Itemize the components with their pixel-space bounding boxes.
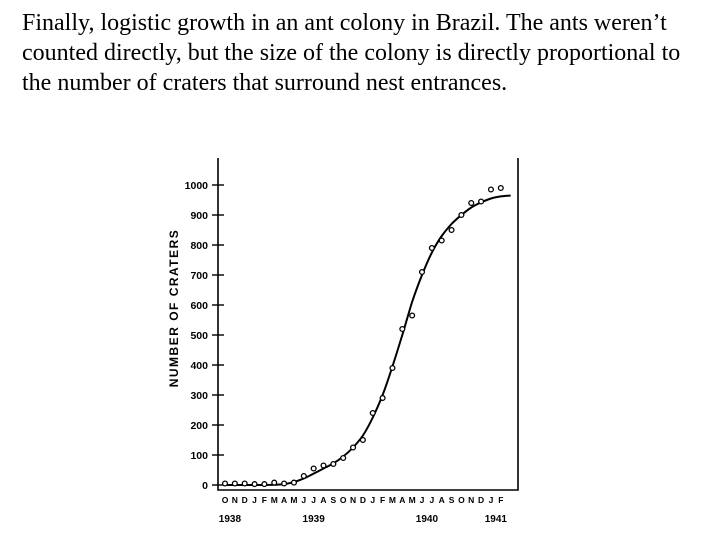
data-point xyxy=(320,462,327,469)
year-label: 1939 xyxy=(303,514,326,525)
data-point xyxy=(261,481,268,488)
data-point xyxy=(379,394,386,402)
month-tick-label: N xyxy=(232,495,238,505)
y-tick-label: 900 xyxy=(190,210,208,222)
y-tick-label: 0 xyxy=(202,480,208,492)
logistic-fit-line xyxy=(225,194,511,487)
data-point xyxy=(448,226,455,234)
data-point xyxy=(330,460,337,468)
month-tick-label: D xyxy=(360,495,366,505)
year-label: 1938 xyxy=(219,514,242,525)
data-point xyxy=(349,444,357,451)
data-point xyxy=(340,454,347,462)
data-point xyxy=(399,325,406,333)
month-tick-label: J xyxy=(252,495,257,505)
y-tick-label: 200 xyxy=(190,420,208,432)
y-axis-title: NUMBER OF CRATERS xyxy=(167,229,181,388)
data-point xyxy=(389,364,396,372)
month-tick-label: N xyxy=(468,495,474,505)
y-tick-label: 500 xyxy=(190,330,208,342)
y-tick-label: 1000 xyxy=(185,180,209,192)
month-tick-label: A xyxy=(281,495,287,505)
data-point xyxy=(487,186,495,193)
data-point xyxy=(290,479,298,486)
month-tick-label: D xyxy=(242,495,248,505)
y-tick-label: 400 xyxy=(190,360,208,372)
data-point xyxy=(251,481,258,488)
data-point xyxy=(300,472,307,480)
month-tick-label: A xyxy=(439,495,445,505)
month-tick-label: J xyxy=(311,495,316,505)
data-point xyxy=(271,479,278,486)
month-tick-label: A xyxy=(320,495,326,505)
month-tick-label: M xyxy=(409,495,416,505)
month-tick-label: S xyxy=(449,495,455,505)
data-point xyxy=(369,409,376,417)
data-point xyxy=(241,480,248,487)
month-tick-label: J xyxy=(429,495,434,505)
data-point xyxy=(409,312,416,319)
month-tick-label: F xyxy=(498,495,503,505)
y-tick-label: 300 xyxy=(190,390,208,402)
year-label: 1940 xyxy=(416,514,439,525)
data-point xyxy=(428,244,435,252)
plot-frame xyxy=(217,158,519,491)
month-tick-label: O xyxy=(222,495,229,505)
month-tick-label: M xyxy=(271,495,278,505)
month-tick-label: J xyxy=(489,495,494,505)
data-point xyxy=(231,480,238,487)
data-point xyxy=(468,199,475,207)
month-tick-label: D xyxy=(478,495,484,505)
month-tick-label: N xyxy=(350,495,356,505)
data-point xyxy=(359,436,366,444)
year-label: 1941 xyxy=(485,514,508,525)
y-tick-label: 700 xyxy=(190,270,208,282)
data-point xyxy=(478,198,485,205)
month-tick-label: J xyxy=(301,495,306,505)
month-tick-label: O xyxy=(340,495,347,505)
data-point xyxy=(310,465,317,472)
month-tick-label: M xyxy=(290,495,297,505)
slide-caption: Finally, logistic growth in an ant colon… xyxy=(22,10,681,96)
month-tick-label: F xyxy=(380,495,385,505)
data-point xyxy=(438,237,445,244)
month-tick-label: A xyxy=(399,495,405,505)
data-point xyxy=(281,480,288,487)
y-tick-label: 600 xyxy=(190,300,208,312)
month-tick-label: O xyxy=(458,495,465,505)
month-tick-label: F xyxy=(262,495,267,505)
month-tick-label: J xyxy=(420,495,425,505)
month-tick-label: S xyxy=(331,495,337,505)
data-point xyxy=(418,268,426,276)
y-tick-label: 800 xyxy=(190,240,208,252)
y-tick-label: 100 xyxy=(190,450,208,462)
data-point xyxy=(221,480,229,487)
month-tick-label: J xyxy=(370,495,375,505)
data-point xyxy=(497,184,504,192)
data-point xyxy=(458,211,465,219)
month-tick-label: M xyxy=(389,495,396,505)
